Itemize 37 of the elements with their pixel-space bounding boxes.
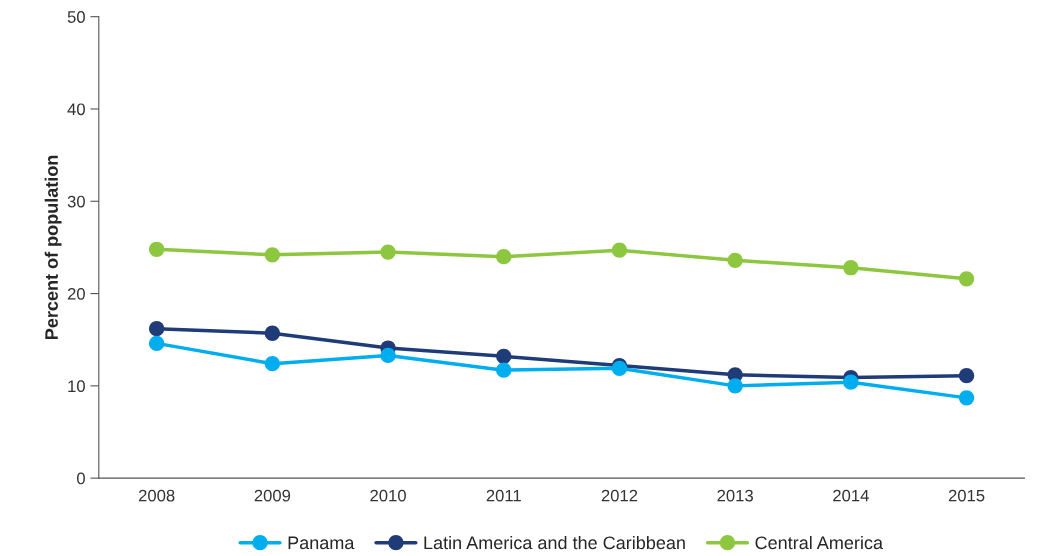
y-tick-label: 0 xyxy=(76,472,85,485)
point xyxy=(958,390,975,406)
point xyxy=(264,325,280,341)
x-tick-label: 2015 xyxy=(948,489,985,502)
point xyxy=(611,242,628,258)
x-tick-label: 2011 xyxy=(486,489,521,502)
point xyxy=(958,368,975,384)
point xyxy=(843,260,859,276)
legend-label: Panama xyxy=(288,536,355,550)
point xyxy=(496,348,512,364)
y-tick-label: 30 xyxy=(67,195,85,208)
x-tick-label: 2013 xyxy=(717,489,753,502)
point xyxy=(727,252,743,268)
x-tick-label: 2012 xyxy=(601,489,638,502)
point xyxy=(727,378,743,394)
point xyxy=(958,271,975,287)
x-tick-label: 2014 xyxy=(833,489,869,502)
y-tick-label: 50 xyxy=(67,11,85,23)
y-tick-label: 40 xyxy=(67,103,85,116)
point xyxy=(380,347,396,364)
point xyxy=(149,241,165,257)
legend-label: Latin America and the Caribbean xyxy=(424,535,685,550)
point xyxy=(496,249,512,265)
x-tick-label: 2008 xyxy=(138,489,175,502)
point xyxy=(496,362,512,378)
point xyxy=(264,356,280,372)
y-tick-label: 10 xyxy=(68,380,85,393)
point xyxy=(264,247,280,263)
point xyxy=(149,335,165,352)
y-tick-label: 20 xyxy=(67,287,85,300)
legend-label: Central America xyxy=(755,535,884,550)
y-axis-title: Percent of population xyxy=(44,155,62,339)
point xyxy=(149,321,165,337)
x-tick-label: 2010 xyxy=(370,489,406,502)
x-tick-label: 2009 xyxy=(254,489,291,502)
point xyxy=(380,244,396,260)
point xyxy=(843,374,859,390)
